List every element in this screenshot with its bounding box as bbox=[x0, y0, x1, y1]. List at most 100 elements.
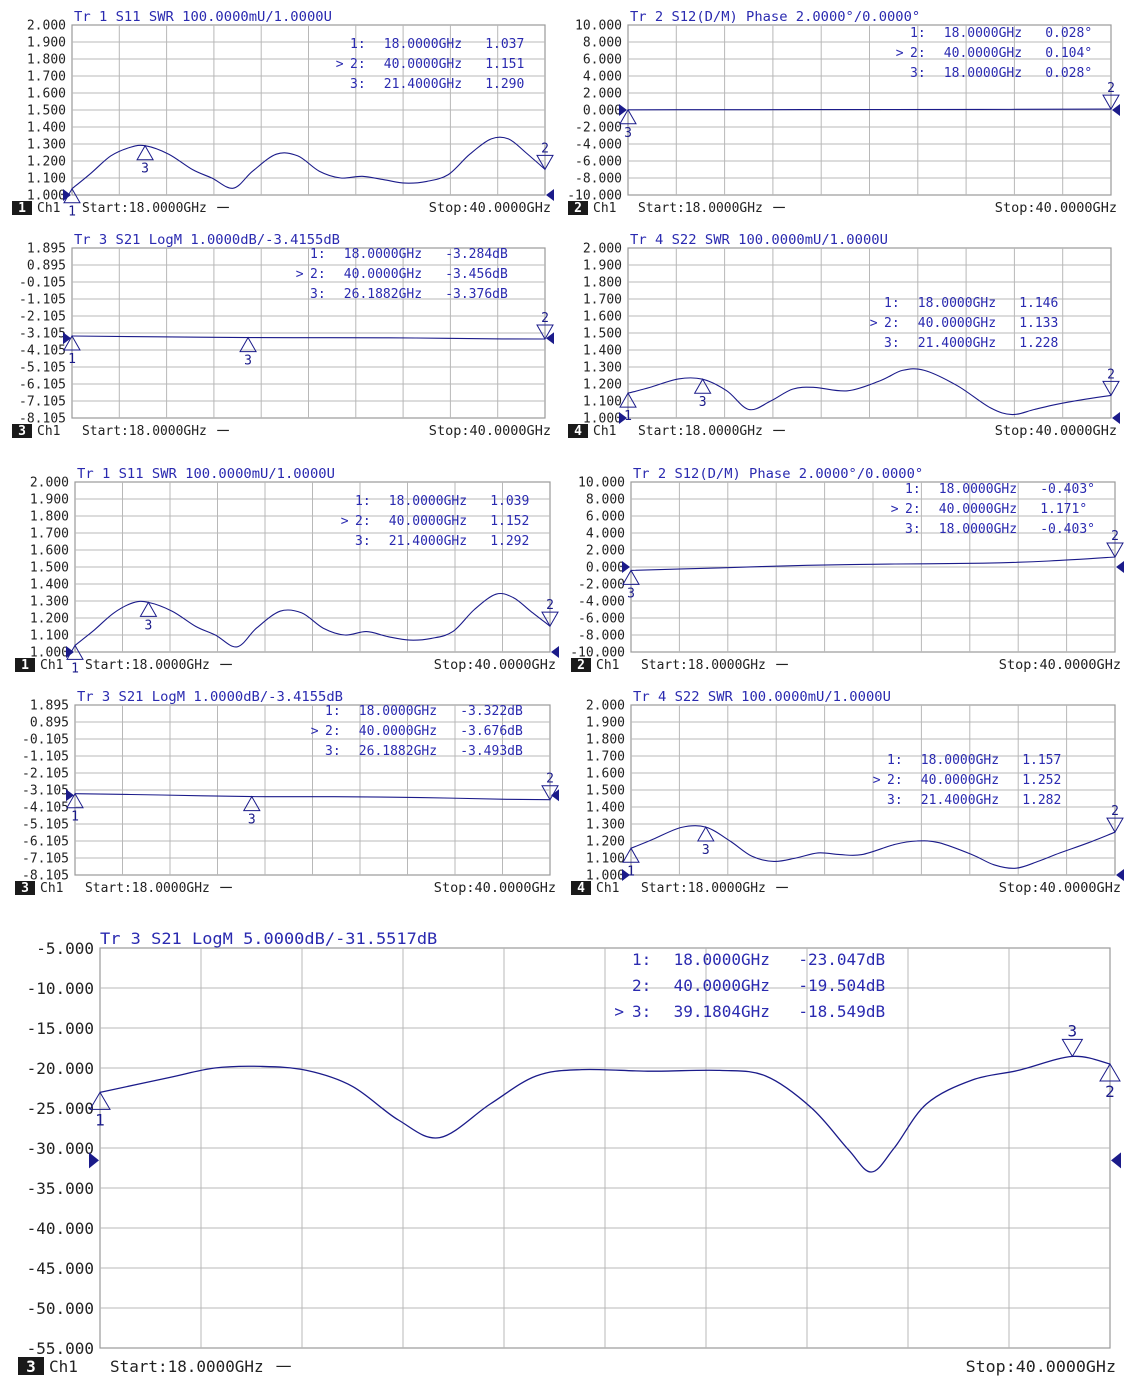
ref-level-arrow-left bbox=[89, 1152, 99, 1169]
marker-triangle[interactable] bbox=[541, 611, 559, 628]
marker-3[interactable]: 3 bbox=[619, 108, 637, 141]
marker-2[interactable]: 2 bbox=[541, 598, 559, 628]
marker-triangle[interactable] bbox=[536, 324, 554, 340]
y-tick-label: 1.800 bbox=[30, 510, 69, 525]
marker-triangle[interactable] bbox=[619, 108, 637, 125]
marker-2[interactable]: 2 bbox=[1102, 81, 1120, 111]
marker-3[interactable]: 3 bbox=[136, 144, 154, 177]
ref-level-arrow-left bbox=[619, 104, 627, 116]
channel-badge[interactable] bbox=[18, 1357, 44, 1375]
y-tick-label: -0.105 bbox=[19, 276, 66, 291]
marker-readout-label: 3: bbox=[350, 77, 366, 92]
marker-triangle[interactable] bbox=[136, 144, 154, 161]
marker-readout-freq: 21.4000GHz bbox=[389, 534, 467, 549]
trace-panel-8[interactable]: 2.000 1.900 1.800 1.700 1.600 1.500 1.400 1.300… bbox=[571, 690, 1124, 896]
marker-1[interactable]: 1 bbox=[66, 792, 84, 825]
marker-2[interactable]: 2 bbox=[536, 141, 554, 171]
marker-3[interactable]: 3 bbox=[1061, 1021, 1084, 1058]
marker-1[interactable]: 1 bbox=[66, 644, 84, 676]
marker-triangle[interactable] bbox=[693, 378, 712, 394]
marker-triangle[interactable] bbox=[536, 154, 554, 171]
trace-panel-7[interactable]: 1.895 0.895 -0.105 -1.105 -2.105 -3.105 -4.105… bbox=[15, 690, 559, 896]
marker-triangle[interactable] bbox=[1102, 94, 1120, 111]
marker-readout-row: 1: 18.0000GHz -0.403° bbox=[905, 482, 1095, 497]
marker-triangle[interactable] bbox=[66, 792, 84, 809]
channel-badge[interactable] bbox=[568, 424, 588, 438]
marker-triangle[interactable] bbox=[239, 336, 257, 353]
marker-3[interactable]: 3 bbox=[696, 826, 715, 858]
marker-readout-label: 2: bbox=[310, 267, 326, 282]
y-tick-label: -2.000 bbox=[578, 578, 625, 593]
trace-panel-6[interactable]: 10.000 8.000 6.000 4.000 2.000 0.000 -2.000 -4.… bbox=[570, 467, 1124, 673]
marker-2[interactable]: 2 bbox=[1106, 804, 1124, 834]
marker-triangle[interactable] bbox=[541, 785, 559, 801]
y-tick-label: 2.000 bbox=[583, 242, 622, 257]
marker-triangle[interactable] bbox=[1061, 1038, 1084, 1058]
marker-triangle[interactable] bbox=[622, 569, 640, 585]
y-tick-label: 2.000 bbox=[586, 544, 625, 559]
marker-readout-value: -3.493dB bbox=[460, 744, 523, 759]
trace-panel-9[interactable]: -5.000 -10.000 -15.000 -20.000 -25.000 -30.00… bbox=[18, 929, 1121, 1376]
y-tick-label: -5.105 bbox=[22, 818, 69, 833]
marker-1[interactable]: 1 bbox=[622, 847, 640, 879]
marker-2[interactable]: 2 bbox=[1106, 529, 1124, 559]
marker-readout-value: 1.152 bbox=[490, 514, 529, 529]
marker-2[interactable]: 2 bbox=[541, 772, 559, 801]
marker-triangle[interactable] bbox=[63, 335, 81, 351]
marker-id-label: 3 bbox=[248, 813, 256, 828]
marker-readout-row: >2: 40.0000GHz 0.104° bbox=[896, 46, 1092, 61]
marker-readout-freq: 39.1804GHz bbox=[674, 1002, 770, 1021]
marker-readout-value: 1.039 bbox=[490, 494, 529, 509]
y-tick-label: -30.000 bbox=[27, 1139, 94, 1158]
marker-3[interactable]: 3 bbox=[139, 601, 158, 633]
marker-triangle[interactable] bbox=[1106, 817, 1124, 834]
trace-panel-3[interactable]: 1.895 0.895 -0.105 -1.105 -2.105 -3.105 -4.105… bbox=[12, 233, 554, 439]
marker-3[interactable]: 3 bbox=[622, 569, 640, 601]
marker-triangle[interactable] bbox=[696, 826, 715, 842]
channel-badge[interactable] bbox=[15, 881, 35, 895]
channel-badge[interactable] bbox=[568, 201, 588, 215]
channel-badge[interactable] bbox=[15, 658, 35, 672]
trace-panel-2[interactable]: 10.000 8.000 6.000 4.000 2.000 0.000 -2.000 -4.… bbox=[567, 10, 1120, 216]
marker-triangle[interactable] bbox=[1102, 380, 1120, 397]
marker-triangle[interactable] bbox=[139, 601, 158, 617]
marker-triangle[interactable] bbox=[1106, 542, 1124, 559]
marker-1[interactable]: 1 bbox=[619, 392, 637, 424]
marker-2[interactable]: 2 bbox=[536, 311, 554, 340]
y-tick-label: 2.000 bbox=[30, 476, 69, 491]
marker-readout-label: 1: bbox=[905, 482, 921, 497]
y-tick-label: 1.000 bbox=[586, 869, 625, 884]
marker-readout-value: 1.252 bbox=[1022, 773, 1061, 788]
active-marker-indicator: > bbox=[870, 316, 878, 331]
marker-id-label: 3 bbox=[141, 162, 149, 177]
marker-1[interactable]: 1 bbox=[63, 187, 81, 220]
marker-1[interactable]: 1 bbox=[63, 335, 81, 367]
marker-2[interactable]: 2 bbox=[1102, 367, 1120, 397]
marker-2[interactable]: 2 bbox=[1099, 1063, 1121, 1101]
marker-triangle[interactable] bbox=[619, 392, 637, 408]
marker-triangle[interactable] bbox=[1099, 1063, 1121, 1082]
marker-readout-value: 1.292 bbox=[490, 534, 529, 549]
trace-line bbox=[71, 335, 546, 340]
marker-3[interactable]: 3 bbox=[239, 336, 257, 369]
y-tick-label: 1.800 bbox=[583, 276, 622, 291]
y-tick-label: 1.200 bbox=[586, 835, 625, 850]
marker-3[interactable]: 3 bbox=[242, 795, 261, 828]
marker-1[interactable]: 1 bbox=[89, 1091, 111, 1129]
marker-triangle[interactable] bbox=[622, 847, 640, 863]
sweep-stop: Stop:40.0000GHz bbox=[995, 424, 1117, 439]
marker-triangle[interactable] bbox=[242, 795, 261, 812]
y-tick-label: 1.100 bbox=[27, 172, 66, 187]
channel-badge-number: 4 bbox=[574, 424, 582, 439]
marker-triangle[interactable] bbox=[66, 644, 84, 660]
trace-panel-4[interactable]: 2.000 1.900 1.800 1.700 1.600 1.500 1.400 1.300… bbox=[568, 233, 1120, 439]
trace-panel-1[interactable]: 2.000 1.900 1.800 1.700 1.600 1.500 1.400 1.300… bbox=[12, 10, 554, 220]
marker-triangle[interactable] bbox=[89, 1091, 111, 1110]
trace-panel-5[interactable]: 2.000 1.900 1.800 1.700 1.600 1.500 1.400 1.300… bbox=[15, 467, 559, 676]
channel-badge[interactable] bbox=[571, 881, 591, 895]
channel-badge[interactable] bbox=[12, 201, 32, 215]
marker-triangle[interactable] bbox=[63, 187, 81, 204]
channel-badge[interactable] bbox=[571, 658, 591, 672]
marker-3[interactable]: 3 bbox=[693, 378, 712, 410]
channel-badge[interactable] bbox=[12, 424, 32, 438]
